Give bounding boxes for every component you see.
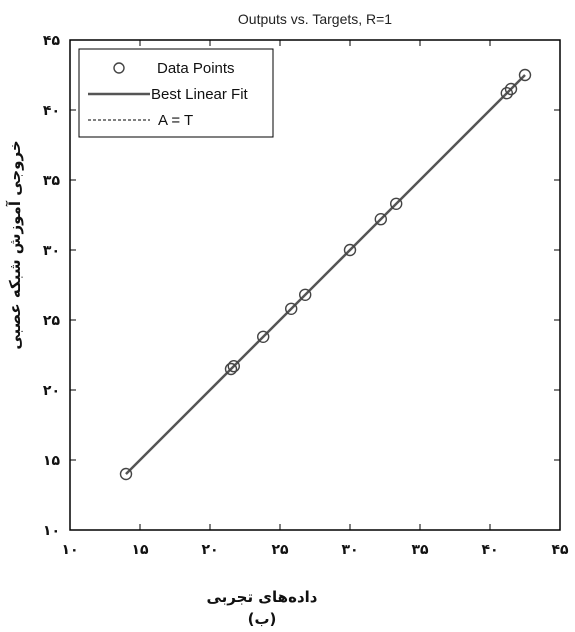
y-tick-label: ۳۵	[43, 173, 61, 189]
x-axis-label: داده‌های تجربی	[207, 588, 318, 606]
data-point	[227, 360, 241, 373]
x-tick-label: ۱۵	[131, 542, 149, 558]
y-tick-label: ۳۰	[43, 243, 60, 259]
figure-sublabel: (ب)	[248, 610, 277, 628]
data-point	[500, 86, 513, 100]
data-point	[224, 362, 238, 376]
legend-label-identity: A = T	[158, 112, 193, 129]
data-point	[343, 243, 357, 257]
x-tick-label: ۴۰	[481, 542, 498, 558]
y-tick-label: ۴۰	[43, 103, 60, 119]
y-tick-label: ۲۵	[43, 313, 61, 329]
legend-label-data-points: Data Points	[157, 60, 235, 77]
data-point	[299, 288, 312, 301]
x-tick-label: ۲۵	[271, 542, 289, 558]
legend-label-best-fit: Best Linear Fit	[151, 86, 249, 103]
series-group	[119, 68, 532, 481]
chart-title: Outputs vs. Targets, R=1	[238, 11, 392, 27]
x-tick-label: ۲۰	[201, 542, 218, 558]
legend: Data Points Best Linear Fit A = T	[78, 48, 274, 138]
x-ticks: ۱۰ ۱۵ ۲۰ ۲۵ ۳۰ ۳۵ ۴۰ ۴۵	[61, 40, 569, 558]
x-tick-label: ۳۰	[341, 542, 358, 558]
y-axis-label: خروجی آموزش شبکه عصبی	[6, 140, 24, 349]
data-point	[518, 68, 532, 82]
data-point	[119, 467, 133, 481]
legend-marker-data-points	[113, 62, 125, 74]
x-tick-label: ۳۵	[411, 542, 429, 558]
data-point	[390, 197, 403, 211]
data-point	[257, 330, 270, 343]
data-point	[285, 302, 298, 315]
y-tick-label: ۴۵	[43, 33, 61, 49]
x-tick-label: ۴۵	[551, 542, 569, 558]
y-tick-label: ۱۵	[43, 453, 61, 469]
y-ticks: ۱۰ ۱۵ ۲۰ ۲۵ ۳۰ ۳۵ ۴۰ ۴۵	[43, 33, 560, 539]
x-tick-label: ۱۰	[61, 542, 78, 558]
data-point	[504, 82, 518, 96]
data-point	[374, 212, 387, 226]
y-tick-label: ۲۰	[43, 383, 60, 399]
best-fit-line	[125, 74, 526, 475]
y-tick-label: ۱۰	[43, 523, 60, 539]
